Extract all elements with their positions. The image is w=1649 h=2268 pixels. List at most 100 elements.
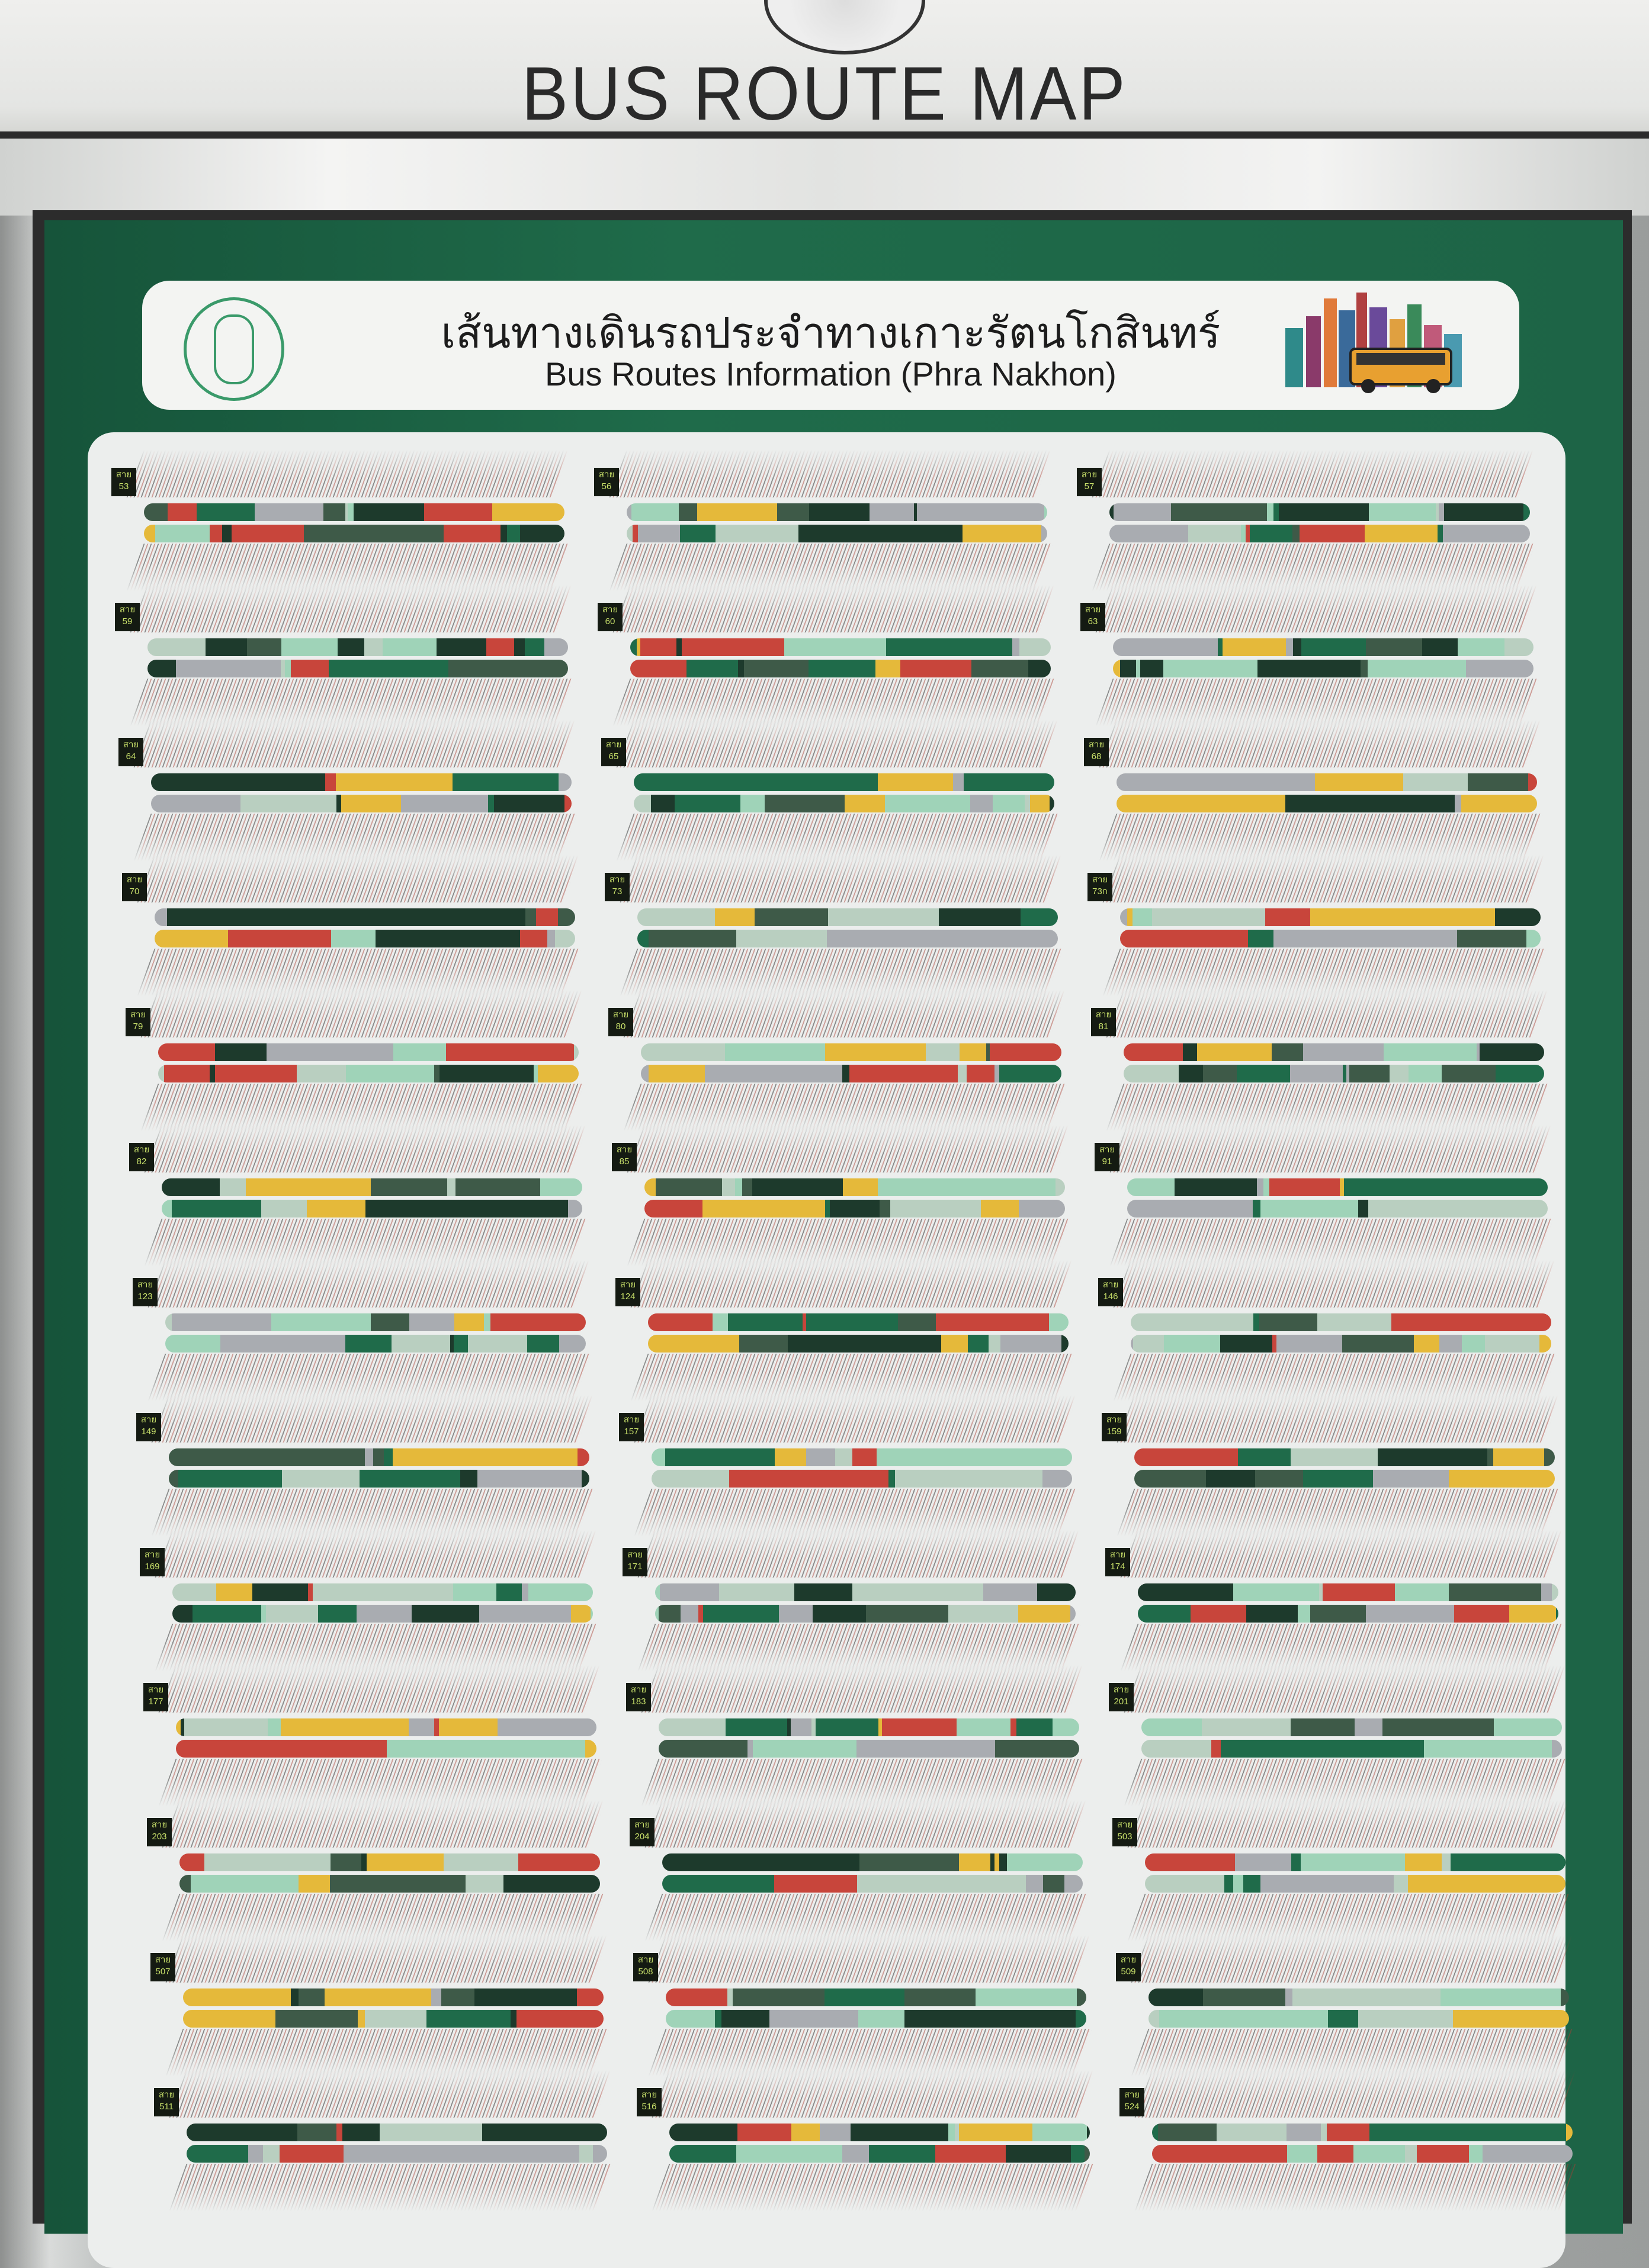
route-card: สาย 507 (150, 1935, 609, 2076)
route-segment (636, 638, 641, 656)
route-segment (1523, 503, 1530, 521)
route-segment (878, 773, 953, 791)
route-segment (1349, 1065, 1390, 1082)
route-segment (547, 930, 556, 947)
route-segment (1086, 2124, 1090, 2141)
route-segment (1109, 503, 1114, 521)
route-segment (1342, 1988, 1441, 2006)
route-segment (884, 795, 970, 812)
route-prefix: สาย (1120, 1955, 1137, 1965)
route-segment (1195, 908, 1265, 926)
route-segment (1285, 795, 1455, 812)
route-segment (409, 1718, 434, 1736)
route-bar-inbound (144, 525, 564, 542)
route-segment (540, 1178, 582, 1196)
route-badge: สาย 53 (111, 468, 136, 496)
route-segment (1048, 1313, 1069, 1331)
sign-header: BUS ROUTE MAP (0, 0, 1649, 136)
route-bar-inbound (652, 1470, 1072, 1488)
route-bar-inbound (630, 660, 1051, 677)
route-segment (396, 1740, 408, 1758)
route-segment (1317, 1313, 1392, 1331)
route-segment (1248, 930, 1273, 947)
route-segment (330, 1853, 362, 1871)
route-card: สาย 509 (1116, 1935, 1575, 2076)
route-segment (728, 1313, 803, 1331)
route-badge: สาย 174 (1105, 1548, 1130, 1576)
route-number: 511 (159, 2102, 174, 2112)
route-bar-outbound (669, 2124, 1090, 2141)
route-segment (266, 1605, 318, 1623)
route-segment (698, 1605, 704, 1623)
route-segment (1417, 1875, 1565, 1893)
stop-labels-top (630, 1260, 1074, 1308)
stop-labels-bottom (630, 1354, 1074, 1401)
route-segment (1417, 2145, 1470, 2163)
route-bar-outbound (648, 1313, 1069, 1331)
route-segment (453, 773, 559, 791)
route-bar-inbound (1138, 1605, 1558, 1623)
route-segment (1448, 1470, 1548, 1488)
route-segment (828, 908, 939, 926)
route-segment (191, 1875, 299, 1893)
route-segment (514, 638, 525, 656)
route-segment (986, 1043, 990, 1061)
route-segment (518, 1853, 600, 1871)
route-segment (736, 2145, 790, 2163)
route-segment (1250, 525, 1293, 542)
route-segment (970, 795, 993, 812)
route-segment (1407, 1875, 1417, 1893)
route-segment (342, 2124, 380, 2141)
route-segment (1340, 1178, 1345, 1196)
route-segment (306, 1200, 365, 1217)
route-segment (743, 660, 809, 677)
route-segment (1269, 1178, 1340, 1196)
route-segment (486, 638, 515, 656)
route-segment (1291, 1853, 1301, 1871)
stop-labels-top (1102, 855, 1547, 902)
route-segment (865, 1605, 948, 1623)
route-segment (172, 1605, 193, 1623)
route-segment (849, 1065, 958, 1082)
route-segment (812, 1605, 866, 1623)
route-segment (167, 503, 197, 521)
banner-title-english: Bus Routes Information (Phra Nakhon) (545, 355, 1117, 393)
route-segment (1171, 503, 1260, 521)
route-segment (1113, 660, 1121, 677)
route-segment (1052, 1718, 1079, 1736)
route-segment (666, 1988, 727, 2006)
route-bar-outbound (637, 908, 1058, 926)
route-prefix: สาย (1085, 605, 1101, 615)
route-prefix: สาย (144, 1550, 161, 1560)
route-segment (1076, 1988, 1081, 2006)
route-badge: สาย 524 (1119, 2088, 1144, 2116)
route-segment (640, 638, 677, 656)
route-bar-inbound (644, 1200, 1065, 1217)
route-segment (1276, 1335, 1342, 1353)
route-segment (279, 2145, 344, 2163)
route-prefix: สาย (126, 875, 143, 885)
stop-labels-bottom (627, 1219, 1071, 1266)
route-segment (1454, 795, 1461, 812)
route-segment (1440, 1988, 1522, 2006)
route-segment (497, 1718, 596, 1736)
route-segment (1076, 2010, 1082, 2028)
route-segment (365, 1200, 568, 1217)
route-segment (1495, 1065, 1544, 1082)
route-segment (651, 795, 675, 812)
route-segment (1265, 908, 1310, 926)
route-segment (1298, 1605, 1310, 1623)
route-prefix: สาย (1109, 1550, 1126, 1560)
route-segment (1070, 1605, 1076, 1623)
route-segment (627, 503, 632, 521)
city-bus-illustration (1285, 293, 1462, 393)
route-segment (386, 1740, 397, 1758)
route-segment (169, 1470, 178, 1488)
route-segment (644, 1178, 656, 1196)
route-segment (1253, 1200, 1260, 1217)
route-segment (886, 638, 894, 656)
route-segment (1259, 1313, 1318, 1331)
route-segment (274, 1718, 281, 1736)
route-prefix: สาย (605, 740, 622, 750)
route-card: สาย 123 (133, 1260, 592, 1401)
